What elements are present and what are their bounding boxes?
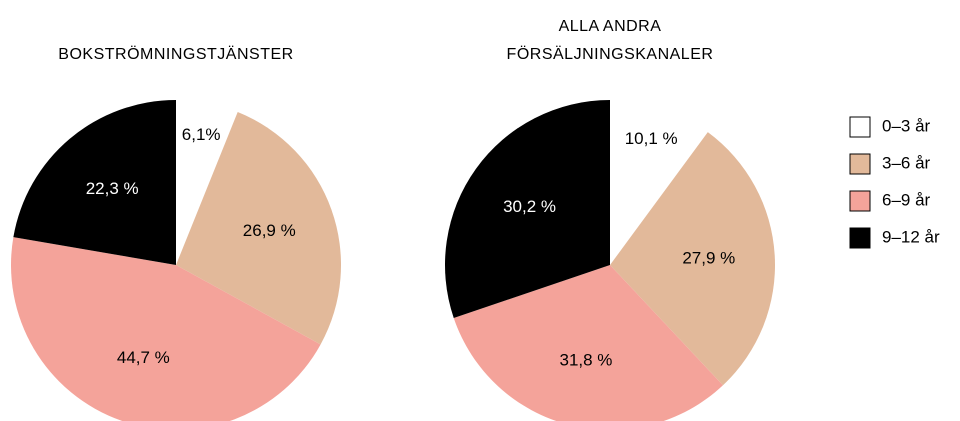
legend-label: 0–3 år — [882, 116, 931, 135]
legend-label: 9–12 år — [882, 227, 940, 246]
pie-slice — [13, 100, 177, 265]
legend-swatch — [849, 190, 871, 212]
slice-label: 26,9 % — [243, 221, 296, 240]
slice-label: 22,3 % — [86, 179, 139, 198]
pie-slice — [610, 100, 708, 265]
slice-label: 30,2 % — [503, 197, 556, 216]
slice-label: 6,1% — [182, 125, 221, 144]
legend-swatch — [849, 116, 871, 138]
chart-title: ALLA ANDRA — [559, 18, 662, 35]
legend-swatch — [849, 227, 871, 249]
slice-label: 44,7 % — [117, 348, 170, 367]
pie-slice — [11, 237, 321, 421]
pie-slice — [176, 100, 238, 265]
pie-slice — [444, 99, 610, 318]
legend-label: 3–6 år — [882, 153, 931, 172]
pie-slice — [453, 265, 723, 421]
legend-swatch — [849, 153, 871, 175]
slice-label: 10,1 % — [625, 129, 678, 148]
pie-slice — [176, 111, 341, 345]
slice-label: 27,9 % — [682, 249, 735, 268]
chart-title: FÖRSÄLJNINGSKANALER — [507, 45, 714, 63]
chart-title: BOKSTRÖMNINGSTJÄNSTER — [58, 45, 293, 63]
pie-slice — [610, 132, 775, 386]
legend-label: 6–9 år — [882, 190, 931, 209]
slice-label: 31,8 % — [560, 351, 613, 370]
